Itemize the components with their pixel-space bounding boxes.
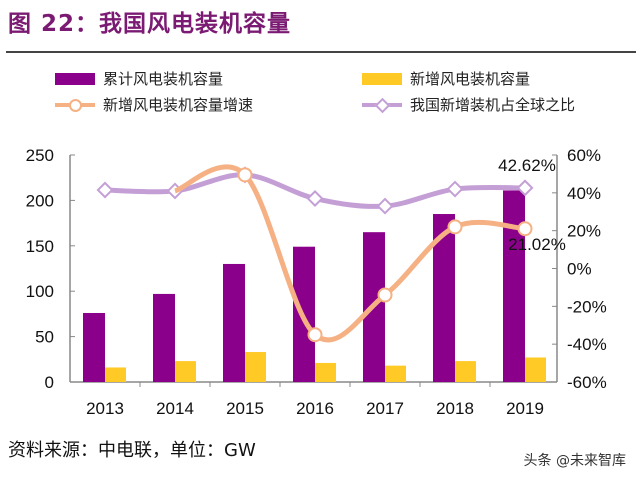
right-tick-label: -60% [567,373,607,392]
legend-swatch-cumulative [55,72,95,85]
legend-label: 累计风电装机容量 [103,70,224,88]
left-tick-label: 150 [26,237,54,256]
legend-swatch-new [362,72,402,85]
x-tick-label: 2017 [366,399,404,418]
left-tick-label: 100 [26,282,54,301]
left-tick-label: 200 [26,191,54,210]
marker-share [446,180,464,198]
bar-new [315,362,336,382]
bar-cumulative [153,293,175,382]
legend-label: 我国新增装机占全球之比 [410,96,576,114]
marker-share [516,179,534,197]
data-label-growth-2019: 21.02% [508,235,566,254]
marker-growth [237,167,253,183]
right-tick-label: 60% [567,146,601,165]
legend-swatch-growth [55,98,95,112]
bar-new [105,367,126,382]
x-tick-label: 2016 [296,399,334,418]
right-tick-label: 0% [567,260,592,279]
x-tick-label: 2018 [436,399,474,418]
left-tick-label: 0 [45,373,54,392]
x-tick-label: 2015 [226,399,264,418]
marker-growth [517,221,533,237]
legend-label: 新增风电装机容量增速 [103,96,254,114]
x-tick-label: 2019 [506,399,544,418]
right-tick-label: -40% [567,335,607,354]
bar-new [175,361,196,382]
right-tick-label: 20% [567,222,601,241]
bar-new [385,365,406,382]
x-tick-label: 2014 [156,399,194,418]
marker-growth [307,327,323,343]
legend-item-cumulative: 累计风电装机容量 [55,68,223,89]
title-divider [6,51,636,53]
bar-cumulative [83,312,105,382]
legend-item-new: 新增风电装机容量 [362,68,530,89]
bar-cumulative [433,214,455,382]
left-tick-label: 250 [26,146,54,165]
source-note: 资料来源：中电联，单位：GW [8,440,256,461]
right-tick-label: -20% [567,297,607,316]
marker-share [306,190,324,207]
x-tick-label: 2013 [86,399,124,418]
bar-new [245,352,266,382]
legend-swatch-share [362,97,402,113]
marker-share [376,197,394,215]
bar-cumulative [503,190,525,382]
marker-share [96,181,114,199]
legend-item-share: 我国新增装机占全球之比 [362,94,575,115]
left-tick-label: 50 [35,328,54,347]
marker-growth [377,287,393,303]
marker-growth [447,219,463,235]
legend-label: 新增风电装机容量 [410,70,531,88]
bar-cumulative [223,263,245,382]
watermark: 头条 @未来智库 [523,453,626,469]
legend-item-growth: 新增风电装机容量增速 [55,94,253,115]
figure-title: 图 22：我国风电装机容量 [8,11,292,37]
right-tick-label: 40% [567,184,601,203]
data-label-share-2019: 42.62% [498,156,556,175]
bar-new [455,361,476,382]
bar-new [525,357,546,382]
